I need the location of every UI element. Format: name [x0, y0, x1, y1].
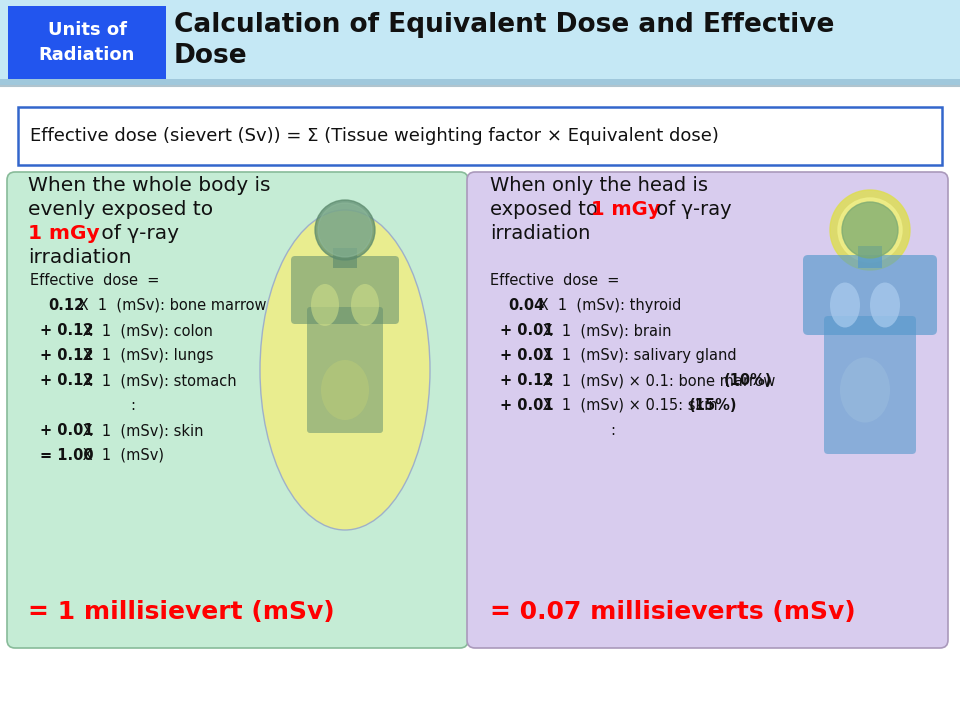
Text: X  1  (mSv) × 0.1: bone marrow: X 1 (mSv) × 0.1: bone marrow [539, 373, 780, 388]
Text: Units of
Radiation: Units of Radiation [38, 21, 135, 64]
Text: X  1  (mSv): salivary gland: X 1 (mSv): salivary gland [539, 348, 737, 363]
FancyBboxPatch shape [8, 6, 166, 79]
Ellipse shape [351, 284, 379, 326]
Text: + 0.12: + 0.12 [40, 348, 93, 363]
Text: = 1 millisievert (mSv): = 1 millisievert (mSv) [28, 600, 335, 624]
FancyBboxPatch shape [307, 307, 383, 433]
Text: :: : [130, 398, 135, 413]
Text: When only the head is: When only the head is [490, 176, 708, 195]
Text: Calculation of Equivalent Dose and Effective
Dose: Calculation of Equivalent Dose and Effec… [174, 12, 834, 69]
Text: X  1  (mSv): skin: X 1 (mSv): skin [79, 423, 204, 438]
Circle shape [830, 190, 910, 270]
Ellipse shape [830, 282, 860, 328]
FancyBboxPatch shape [333, 248, 357, 268]
FancyBboxPatch shape [18, 107, 942, 165]
Text: of γ-ray: of γ-ray [650, 200, 732, 219]
Ellipse shape [311, 284, 339, 326]
Circle shape [842, 202, 898, 258]
Text: = 1.00: = 1.00 [40, 448, 94, 463]
Text: of γ-ray: of γ-ray [95, 224, 179, 243]
Text: X  1  (mSv): bone marrow: X 1 (mSv): bone marrow [74, 298, 266, 313]
Ellipse shape [321, 360, 369, 420]
Text: + 0.01: + 0.01 [500, 348, 554, 363]
Text: + 0.01: + 0.01 [500, 398, 554, 413]
Text: X  1  (mSv): thyroid: X 1 (mSv): thyroid [534, 298, 681, 313]
Text: + 0.01: + 0.01 [40, 423, 94, 438]
FancyBboxPatch shape [824, 316, 916, 454]
Text: X  1  (mSv): stomach: X 1 (mSv): stomach [79, 373, 237, 388]
FancyBboxPatch shape [467, 172, 948, 648]
Text: Effective  dose  =: Effective dose = [30, 273, 159, 288]
FancyBboxPatch shape [0, 0, 960, 85]
Text: 0.12: 0.12 [48, 298, 84, 313]
FancyBboxPatch shape [291, 256, 399, 324]
Ellipse shape [870, 282, 900, 328]
Ellipse shape [260, 210, 430, 530]
FancyBboxPatch shape [858, 246, 882, 268]
Circle shape [315, 200, 375, 260]
Text: When the whole body is: When the whole body is [28, 176, 271, 195]
Text: + 0.12: + 0.12 [40, 323, 93, 338]
Text: evenly exposed to: evenly exposed to [28, 200, 213, 219]
Text: irradiation: irradiation [490, 224, 590, 243]
Text: (10%): (10%) [724, 373, 773, 388]
Text: + 0.12: + 0.12 [500, 373, 554, 388]
Text: (15%): (15%) [689, 398, 737, 413]
Ellipse shape [840, 358, 890, 423]
Text: = 0.07 millisieverts (mSv): = 0.07 millisieverts (mSv) [490, 600, 855, 624]
Text: X  1  (mSv): brain: X 1 (mSv): brain [539, 323, 672, 338]
Text: irradiation: irradiation [28, 248, 132, 267]
FancyBboxPatch shape [0, 79, 960, 85]
Circle shape [318, 203, 372, 257]
Text: X  1  (mSv) × 0.15: skin: X 1 (mSv) × 0.15: skin [539, 398, 723, 413]
Text: 1 mGy: 1 mGy [28, 224, 100, 243]
Text: :: : [610, 423, 615, 438]
Text: X  1  (mSv): colon: X 1 (mSv): colon [79, 323, 213, 338]
Text: 1 mGy: 1 mGy [591, 200, 660, 219]
FancyBboxPatch shape [7, 172, 468, 648]
Text: Effective  dose  =: Effective dose = [490, 273, 619, 288]
Circle shape [838, 198, 902, 262]
Text: X  1  (mSv): X 1 (mSv) [79, 448, 164, 463]
Text: 0.04: 0.04 [508, 298, 544, 313]
Text: Effective dose (sievert (Sv)) = Σ (Tissue weighting factor × Equivalent dose): Effective dose (sievert (Sv)) = Σ (Tissu… [30, 127, 719, 145]
Text: + 0.12: + 0.12 [40, 373, 93, 388]
Text: + 0.01: + 0.01 [500, 323, 554, 338]
Text: exposed to: exposed to [490, 200, 604, 219]
Text: X  1  (mSv): lungs: X 1 (mSv): lungs [79, 348, 214, 363]
FancyBboxPatch shape [803, 255, 937, 335]
